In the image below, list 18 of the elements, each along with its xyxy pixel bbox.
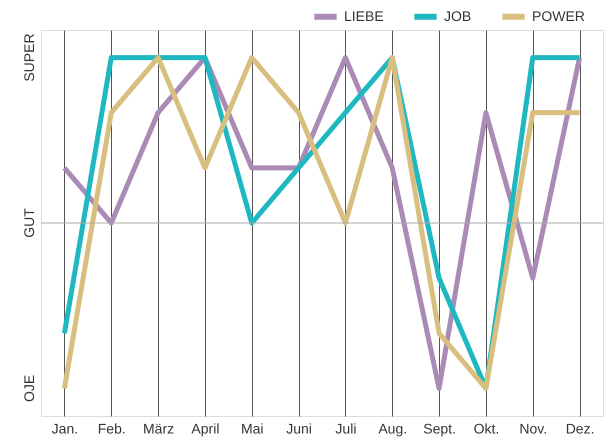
x-tick-label: Sept.	[423, 420, 456, 436]
text: OJE	[21, 374, 37, 402]
x-tick-label: Aug.	[378, 420, 408, 436]
legend-label: JOB	[444, 8, 472, 24]
x-tick-label: Okt.	[474, 420, 500, 436]
text: GUT	[21, 208, 37, 238]
x-tick-label: Mai	[240, 420, 264, 436]
legend-label: POWER	[532, 8, 585, 24]
x-tick-label: März	[143, 420, 174, 436]
x-tick-label: Jan.	[52, 420, 78, 436]
x-tick-label: April	[191, 420, 220, 436]
x-tick-label: Feb.	[98, 420, 126, 436]
x-tick-label: Nov.	[519, 420, 548, 436]
x-tick-label: Juli	[335, 420, 356, 436]
text: SUPER	[21, 33, 37, 82]
x-tick-label: Dez.	[566, 420, 594, 436]
legend-label: LIEBE	[344, 8, 384, 24]
x-tick-label: Juni	[286, 420, 312, 436]
